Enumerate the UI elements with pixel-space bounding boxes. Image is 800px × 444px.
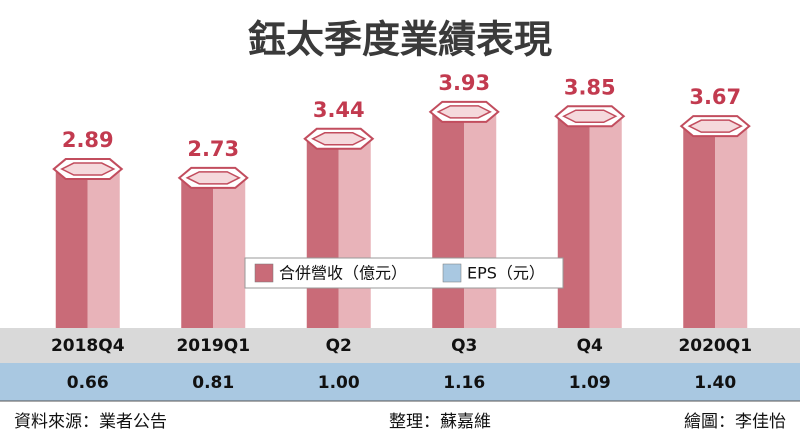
x-tick-label: Q3 xyxy=(451,336,477,356)
x-tick-label: Q4 xyxy=(577,336,603,356)
bar-cap-inner xyxy=(436,105,492,119)
x-tick-label: Q2 xyxy=(326,336,352,356)
eps-row xyxy=(0,363,800,401)
source: 資料來源：業者公告 xyxy=(14,412,167,432)
eps-value: 1.00 xyxy=(318,373,360,393)
eps-value: 1.16 xyxy=(443,373,485,393)
bar-side xyxy=(338,138,371,328)
eps-value: 0.81 xyxy=(192,373,234,393)
value-label: 3.85 xyxy=(564,75,616,99)
legend-label: EPS（元） xyxy=(467,264,545,283)
x-tick-label: 2019Q1 xyxy=(176,336,250,356)
bar-cap-inner xyxy=(562,109,618,123)
legend-label: 合併營收（億元） xyxy=(279,264,407,283)
legend-swatch xyxy=(442,263,462,283)
bar-cap-inner xyxy=(185,171,241,185)
category-row xyxy=(0,328,800,363)
eps-value: 1.40 xyxy=(694,373,736,393)
legend-swatch xyxy=(254,263,274,283)
x-tick-label: 2020Q1 xyxy=(678,336,752,356)
bar-side xyxy=(715,126,748,329)
bar-cap-inner xyxy=(687,119,743,133)
bar-side xyxy=(464,111,497,328)
legend-box xyxy=(244,257,564,289)
value-label: 3.93 xyxy=(438,71,490,95)
bar-side xyxy=(589,116,622,328)
bar xyxy=(683,126,716,329)
bar xyxy=(557,116,590,328)
eps-value: 1.09 xyxy=(569,373,611,393)
value-label: 3.44 xyxy=(313,98,365,122)
bar-side xyxy=(87,169,120,328)
bar xyxy=(432,111,465,328)
chart-title: 鈺太季度業績表現 xyxy=(248,18,552,62)
eps-value: 0.66 xyxy=(67,373,109,393)
bar-cap-inner xyxy=(311,132,367,146)
bar xyxy=(181,177,214,328)
value-label: 2.89 xyxy=(62,128,114,152)
value-label: 3.67 xyxy=(689,85,741,109)
value-label: 2.73 xyxy=(187,137,239,161)
bar xyxy=(306,138,339,328)
bar xyxy=(55,169,88,328)
bar-cap-inner xyxy=(60,162,116,176)
editor: 整理：蘇嘉維 xyxy=(389,412,491,432)
x-tick-label: 2018Q4 xyxy=(51,336,125,356)
artist: 繪圖：李佳怡 xyxy=(684,412,786,432)
bar-side xyxy=(213,177,246,328)
